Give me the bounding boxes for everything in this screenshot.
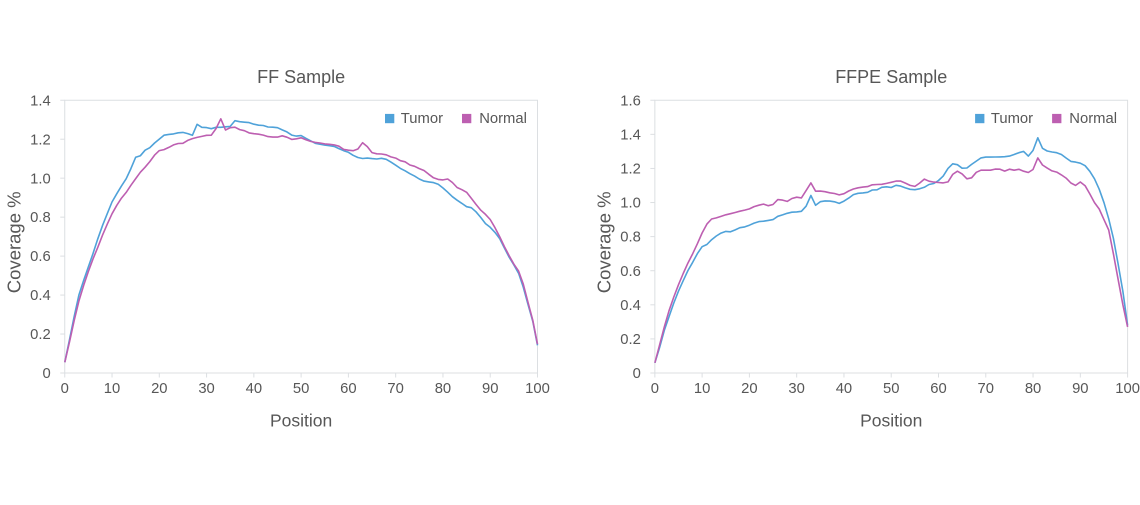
svg-text:Tumor: Tumor xyxy=(401,111,443,127)
svg-text:40: 40 xyxy=(246,381,262,397)
svg-text:0.8: 0.8 xyxy=(620,230,641,246)
svg-text:100: 100 xyxy=(525,381,550,397)
svg-text:Position: Position xyxy=(860,411,922,431)
svg-text:1.6: 1.6 xyxy=(620,93,641,109)
svg-text:Normal: Normal xyxy=(1069,111,1117,127)
svg-text:90: 90 xyxy=(482,381,498,397)
svg-text:50: 50 xyxy=(883,381,899,397)
svg-text:70: 70 xyxy=(978,381,994,397)
svg-text:0.6: 0.6 xyxy=(30,249,51,265)
svg-text:0.2: 0.2 xyxy=(620,332,641,348)
svg-text:20: 20 xyxy=(741,381,757,397)
svg-text:FF Sample: FF Sample xyxy=(257,67,345,87)
svg-text:Tumor: Tumor xyxy=(991,111,1033,127)
svg-text:Coverage %: Coverage % xyxy=(593,191,614,293)
svg-text:30: 30 xyxy=(788,381,804,397)
svg-text:1.4: 1.4 xyxy=(30,93,51,109)
svg-text:0.2: 0.2 xyxy=(30,327,51,343)
svg-text:90: 90 xyxy=(1072,381,1088,397)
svg-text:70: 70 xyxy=(387,381,403,397)
svg-text:80: 80 xyxy=(435,381,451,397)
svg-text:30: 30 xyxy=(198,381,214,397)
svg-text:10: 10 xyxy=(694,381,710,397)
svg-text:1.2: 1.2 xyxy=(30,132,51,148)
svg-text:80: 80 xyxy=(1025,381,1041,397)
svg-text:1.2: 1.2 xyxy=(620,162,641,178)
svg-text:0.6: 0.6 xyxy=(620,264,641,280)
svg-text:FFPE Sample: FFPE Sample xyxy=(835,67,947,87)
svg-text:60: 60 xyxy=(930,381,946,397)
svg-text:40: 40 xyxy=(836,381,852,397)
svg-text:0: 0 xyxy=(61,381,69,397)
svg-text:Normal: Normal xyxy=(479,111,527,127)
svg-text:0: 0 xyxy=(651,381,659,397)
svg-text:0.4: 0.4 xyxy=(30,288,51,304)
svg-text:100: 100 xyxy=(1115,381,1140,397)
svg-text:0.4: 0.4 xyxy=(620,298,641,314)
svg-text:50: 50 xyxy=(293,381,309,397)
svg-text:0: 0 xyxy=(43,366,51,382)
svg-text:0: 0 xyxy=(633,366,641,382)
svg-text:1.0: 1.0 xyxy=(30,171,51,187)
svg-text:Coverage %: Coverage % xyxy=(3,191,24,293)
svg-text:Position: Position xyxy=(270,411,332,431)
svg-text:0.8: 0.8 xyxy=(30,210,51,226)
svg-text:20: 20 xyxy=(151,381,167,397)
svg-text:1.0: 1.0 xyxy=(620,196,641,212)
svg-text:60: 60 xyxy=(340,381,356,397)
svg-text:1.4: 1.4 xyxy=(620,127,641,143)
svg-text:10: 10 xyxy=(104,381,120,397)
